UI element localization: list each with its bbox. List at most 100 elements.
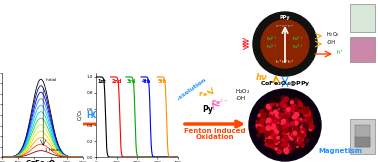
Circle shape (141, 109, 146, 114)
Circle shape (273, 103, 276, 105)
Circle shape (259, 128, 263, 133)
Circle shape (39, 122, 43, 127)
Circle shape (148, 116, 151, 120)
Circle shape (39, 125, 45, 131)
Circle shape (149, 125, 152, 128)
Circle shape (26, 137, 33, 144)
Circle shape (22, 121, 27, 127)
Circle shape (147, 124, 152, 129)
Circle shape (30, 141, 34, 144)
Circle shape (145, 121, 152, 127)
Circle shape (29, 114, 37, 122)
Circle shape (265, 122, 268, 126)
Circle shape (40, 106, 46, 112)
Circle shape (265, 121, 267, 124)
Circle shape (149, 128, 154, 134)
Circle shape (285, 117, 290, 122)
Circle shape (146, 125, 148, 128)
Circle shape (265, 140, 266, 142)
Circle shape (284, 123, 288, 128)
Circle shape (134, 110, 137, 113)
Circle shape (36, 122, 41, 127)
Circle shape (290, 122, 294, 126)
Circle shape (123, 118, 127, 122)
Circle shape (143, 146, 146, 150)
Circle shape (44, 115, 49, 119)
Circle shape (142, 126, 148, 132)
Circle shape (53, 121, 57, 125)
Circle shape (265, 112, 268, 115)
Circle shape (141, 127, 144, 130)
Circle shape (157, 140, 160, 142)
Circle shape (66, 108, 71, 113)
Circle shape (42, 127, 48, 134)
Circle shape (62, 108, 69, 115)
Circle shape (161, 140, 164, 143)
Circle shape (48, 113, 52, 117)
Circle shape (42, 124, 46, 128)
Circle shape (55, 118, 60, 122)
Circle shape (58, 142, 64, 148)
Circle shape (146, 122, 151, 127)
Circle shape (283, 107, 287, 111)
Circle shape (288, 123, 290, 125)
Circle shape (279, 114, 284, 119)
Circle shape (32, 114, 38, 120)
Circle shape (139, 123, 145, 128)
Circle shape (145, 117, 147, 120)
Circle shape (146, 143, 151, 149)
Circle shape (29, 104, 34, 110)
Text: h$^+$: h$^+$ (336, 49, 344, 58)
Circle shape (285, 144, 289, 148)
Circle shape (46, 127, 53, 133)
Circle shape (293, 119, 294, 121)
Circle shape (282, 121, 285, 124)
Text: e$^-$: e$^-$ (281, 24, 289, 30)
Circle shape (36, 135, 43, 142)
Circle shape (35, 138, 40, 143)
Circle shape (274, 118, 278, 122)
Circle shape (30, 138, 33, 140)
Circle shape (31, 128, 38, 135)
Circle shape (26, 97, 30, 101)
Circle shape (42, 132, 48, 139)
Circle shape (290, 100, 295, 104)
Circle shape (33, 93, 39, 98)
Circle shape (283, 123, 286, 126)
Circle shape (290, 141, 293, 144)
Circle shape (32, 112, 36, 116)
Circle shape (158, 140, 164, 146)
Circle shape (146, 119, 152, 125)
Circle shape (147, 126, 150, 128)
Circle shape (142, 123, 147, 128)
Circle shape (168, 128, 174, 134)
Circle shape (287, 124, 290, 127)
Circle shape (40, 131, 45, 136)
Circle shape (135, 127, 141, 132)
Circle shape (269, 115, 271, 117)
Circle shape (136, 113, 142, 119)
Circle shape (304, 108, 306, 110)
Circle shape (36, 102, 43, 108)
Circle shape (39, 118, 46, 125)
Circle shape (148, 117, 153, 122)
Circle shape (64, 115, 69, 120)
Circle shape (48, 129, 52, 134)
Circle shape (268, 139, 273, 144)
Circle shape (42, 111, 46, 116)
Circle shape (138, 128, 143, 133)
Circle shape (157, 132, 163, 138)
Circle shape (43, 98, 46, 101)
Circle shape (12, 118, 16, 122)
Circle shape (44, 133, 50, 140)
Circle shape (285, 124, 286, 126)
Circle shape (261, 119, 265, 123)
Circle shape (25, 110, 31, 116)
Circle shape (158, 134, 161, 137)
Circle shape (33, 123, 37, 126)
Circle shape (272, 132, 277, 137)
Circle shape (35, 124, 38, 127)
Circle shape (280, 120, 283, 122)
Circle shape (24, 128, 27, 132)
Circle shape (270, 112, 273, 115)
